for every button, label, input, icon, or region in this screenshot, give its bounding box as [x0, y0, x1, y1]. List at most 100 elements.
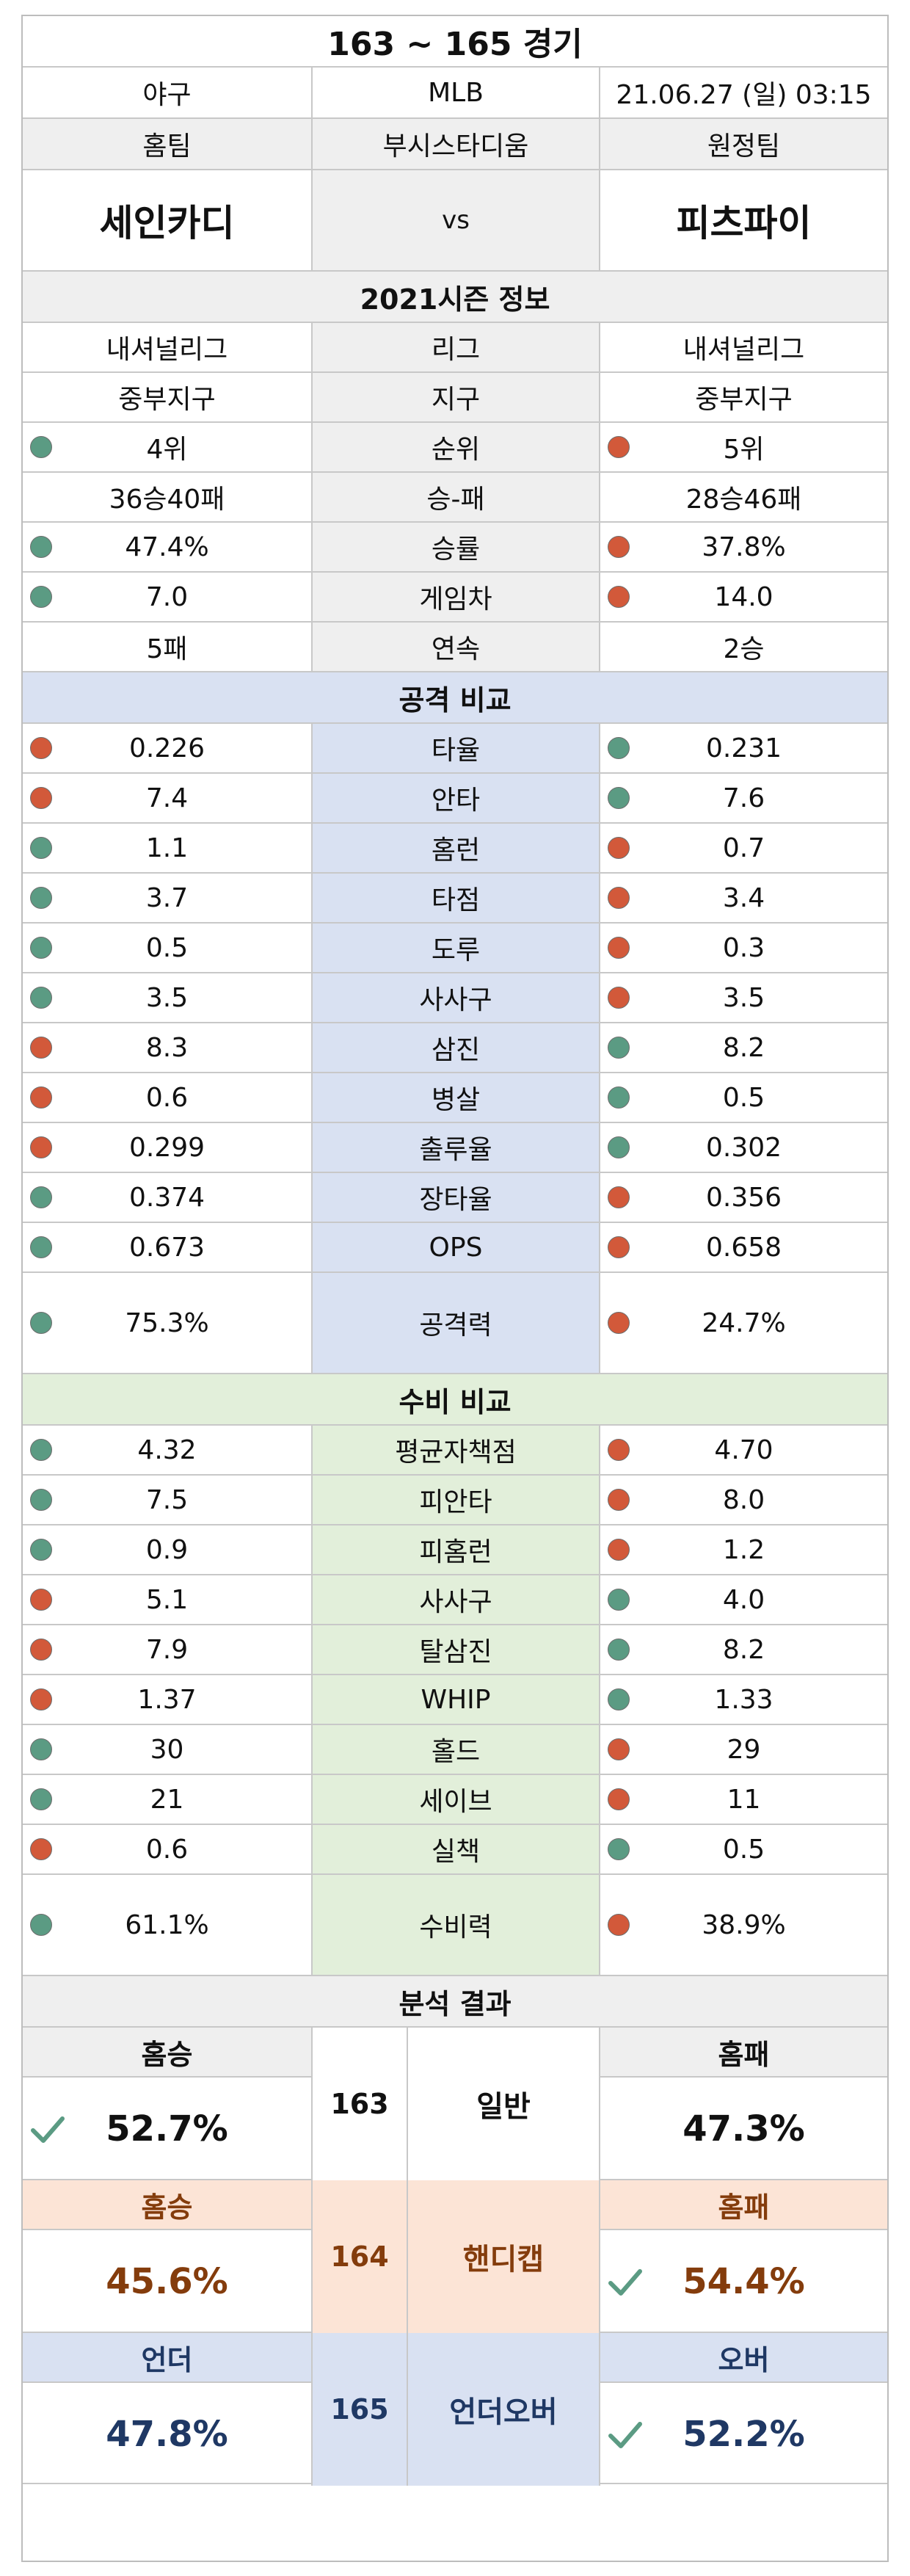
- away-stat-value-text: 중부지구: [695, 385, 793, 415]
- stat-label: 탈삼진: [313, 1625, 600, 1674]
- stat-row: 5.1 사사구 4.0: [23, 1575, 887, 1625]
- stat-row: 0.226 타율 0.231: [23, 724, 887, 774]
- home-stat-value-text: 1.37: [137, 1684, 197, 1715]
- stat-label: 연속: [313, 623, 600, 671]
- stat-row: 47.4% 승률 37.8%: [23, 523, 887, 573]
- stat-row: 0.6 실책 0.5: [23, 1825, 887, 1875]
- home-stat-value: 1.37: [23, 1675, 313, 1724]
- bet-type-name-text: 언더오버: [449, 2395, 558, 2429]
- stat-label-text: 게임차: [419, 584, 492, 614]
- bet-number-text: 163: [330, 2088, 389, 2120]
- away-red-dot-icon: [608, 1914, 630, 1936]
- home-stat-value: 0.374: [23, 1173, 313, 1222]
- home-green-dot-icon: [30, 1439, 52, 1461]
- away-stat-value: 0.3: [600, 924, 887, 972]
- away-red-dot-icon: [608, 937, 630, 959]
- home-stat-value: 0.299: [23, 1123, 313, 1172]
- away-red-dot-icon: [608, 1489, 630, 1511]
- away-stat-value-text: 0.7: [722, 832, 765, 863]
- home-red-dot-icon: [30, 1838, 52, 1860]
- away-red-dot-icon: [608, 1539, 630, 1561]
- stat-label: WHIP: [313, 1675, 600, 1724]
- home-green-dot-icon: [30, 436, 52, 458]
- match-info-row: 야구 MLB 21.06.27 (일) 03:15: [23, 68, 887, 119]
- home-stat-value-text: 0.5: [145, 932, 189, 963]
- bet-number-text: 164: [330, 2241, 389, 2273]
- away-stat-value: 4.0: [600, 1575, 887, 1624]
- analysis-block-163: 홈승 52.7% 163 일반 홈패 47.3%: [23, 2028, 887, 2180]
- stat-label: 장타율: [313, 1173, 600, 1222]
- away-stat-value-text: 2승: [723, 634, 765, 664]
- stat-label: 수비력: [313, 1875, 600, 1975]
- away-stat-value: 14.0: [600, 573, 887, 621]
- home-stat-value-text: 0.6: [145, 1082, 189, 1113]
- stat-row: 61.1% 수비력 38.9%: [23, 1875, 887, 1976]
- away-stat-value-text: 0.658: [705, 1232, 782, 1263]
- home-stat-value-text: 36승40패: [109, 485, 225, 515]
- home-stat-value-text: 21: [150, 1784, 184, 1815]
- home-stat-value-text: 내셔널리그: [106, 335, 228, 365]
- away-stat-value: 중부지구: [600, 373, 887, 421]
- stat-label-text: 승률: [431, 534, 481, 565]
- right-outcome-percent: 52.2%: [600, 2383, 887, 2486]
- home-red-dot-icon: [30, 1589, 52, 1611]
- stat-row: 0.6 병살 0.5: [23, 1073, 887, 1123]
- home-red-dot-icon: [30, 1037, 52, 1059]
- home-stat-value-text: 7.0: [145, 581, 189, 612]
- away-stat-value-text: 37.8%: [702, 531, 786, 562]
- bet-type-name: 핸디캡: [408, 2180, 600, 2333]
- home-stat-value-text: 3.7: [145, 882, 189, 913]
- home-stat-value-text: 5패: [146, 634, 188, 664]
- away-stat-value-text: 38.9%: [702, 1909, 786, 1940]
- stat-label-text: 홀드: [431, 1737, 481, 1767]
- stat-row: 0.9 피홈런 1.2: [23, 1525, 887, 1575]
- away-stat-value: 0.7: [600, 824, 887, 872]
- right-outcome-percent-text: 47.3%: [682, 2108, 805, 2149]
- teams-header-row: 홈팀 부시스타디움 원정팀: [23, 119, 887, 170]
- home-stat-value: 5패: [23, 623, 313, 671]
- stat-label-text: 타율: [431, 736, 481, 766]
- right-outcome-percent-text: 52.2%: [682, 2414, 805, 2455]
- left-outcome-label: 언더: [23, 2333, 313, 2383]
- stat-row: 0.5 도루 0.3: [23, 924, 887, 973]
- away-stat-value-text: 0.302: [705, 1132, 782, 1163]
- stat-label-text: 도루: [431, 935, 481, 965]
- away-red-dot-icon: [608, 586, 630, 608]
- away-stat-value: 0.5: [600, 1073, 887, 1122]
- away-stat-value-text: 3.5: [722, 982, 765, 1013]
- home-green-dot-icon: [30, 937, 52, 959]
- home-stat-value-text: 61.1%: [125, 1909, 209, 1940]
- away-stat-value-text: 8.0: [722, 1484, 765, 1515]
- stat-row: 내셔널리그 리그 내셔널리그: [23, 323, 887, 373]
- home-stat-value-text: 75.3%: [125, 1307, 209, 1338]
- checkmark-icon: [606, 2415, 644, 2453]
- stat-label-text: WHIP: [421, 1684, 491, 1715]
- home-stat-value-text: 8.3: [145, 1032, 189, 1063]
- bet-type-name-text: 핸디캡: [462, 2243, 545, 2276]
- stat-label: 사사구: [313, 1575, 600, 1624]
- home-team-header: 홈팀: [23, 119, 313, 169]
- away-stat-value: 29: [600, 1725, 887, 1774]
- away-stat-value: 0.231: [600, 724, 887, 772]
- home-stat-value: 0.6: [23, 1073, 313, 1122]
- right-outcome-percent: 54.4%: [600, 2230, 887, 2333]
- away-red-dot-icon: [608, 1439, 630, 1461]
- left-outcome-percent: 47.8%: [23, 2383, 313, 2486]
- sport-cell: 야구: [23, 68, 313, 117]
- home-red-dot-icon: [30, 1136, 52, 1158]
- away-stat-value-text: 5위: [723, 435, 765, 465]
- home-green-dot-icon: [30, 987, 52, 1009]
- away-red-dot-icon: [608, 837, 630, 859]
- home-stat-value-text: 7.4: [145, 783, 189, 813]
- away-green-dot-icon: [608, 787, 630, 809]
- stat-label: 타점: [313, 874, 600, 922]
- versus-label: vs: [313, 170, 600, 270]
- away-stat-value-text: 8.2: [722, 1032, 765, 1063]
- home-stat-value: 7.9: [23, 1625, 313, 1674]
- away-stat-value-text: 3.4: [722, 882, 765, 913]
- away-red-dot-icon: [608, 887, 630, 909]
- away-red-dot-icon: [608, 536, 630, 558]
- away-red-dot-icon: [608, 1236, 630, 1258]
- stat-label-text: 수비력: [419, 1912, 492, 1942]
- stat-label: 안타: [313, 774, 600, 822]
